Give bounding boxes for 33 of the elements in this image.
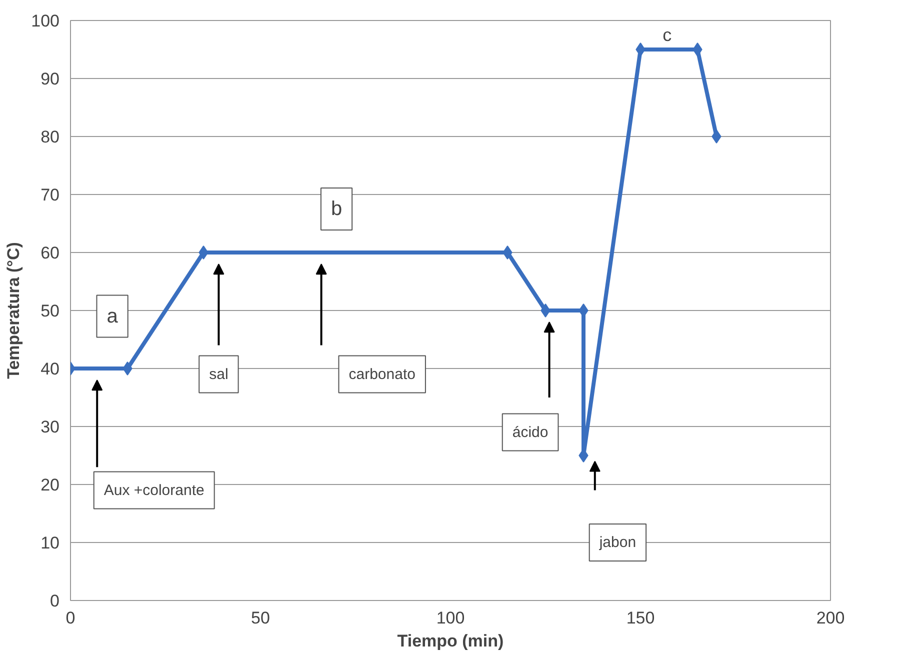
y-tick-label: 50 [40,302,60,320]
x-tick-label: 50 [251,608,270,628]
y-tick-label: 10 [40,534,60,552]
y-tick-label: 70 [40,186,60,204]
y-tick-label: 60 [40,244,60,262]
y-tick-label: 90 [40,70,60,88]
annotation: carbonato [348,366,416,383]
annotation: b [330,198,342,220]
y-tick-label: 80 [40,128,60,146]
y-tick-label: 40 [40,360,60,378]
annotation: c [662,25,672,45]
x-tick-label: 0 [66,608,76,628]
point [692,42,702,56]
x-tick-label: 100 [436,608,465,628]
y-tick-label: 30 [40,418,60,436]
x-axis-title: Tiempo (min) [397,632,504,650]
point [712,130,722,144]
x-tick-label: 200 [816,608,845,628]
y-tick-label: 20 [40,476,60,494]
annotation: Aux +colorante [104,482,204,499]
y-tick-label: 100 [31,12,60,30]
point [540,304,550,318]
point [122,362,132,376]
annotation: sal [209,366,228,383]
annotation: jabon [598,534,636,551]
point [636,42,646,56]
y-tick-label: 0 [50,592,60,610]
annotation: a [106,305,119,328]
x-tick-label: 150 [626,608,655,628]
y-axis-title: Temperatura (°C) [4,242,24,379]
annotation: ácido [512,424,548,441]
point [502,246,512,260]
point [198,246,208,260]
